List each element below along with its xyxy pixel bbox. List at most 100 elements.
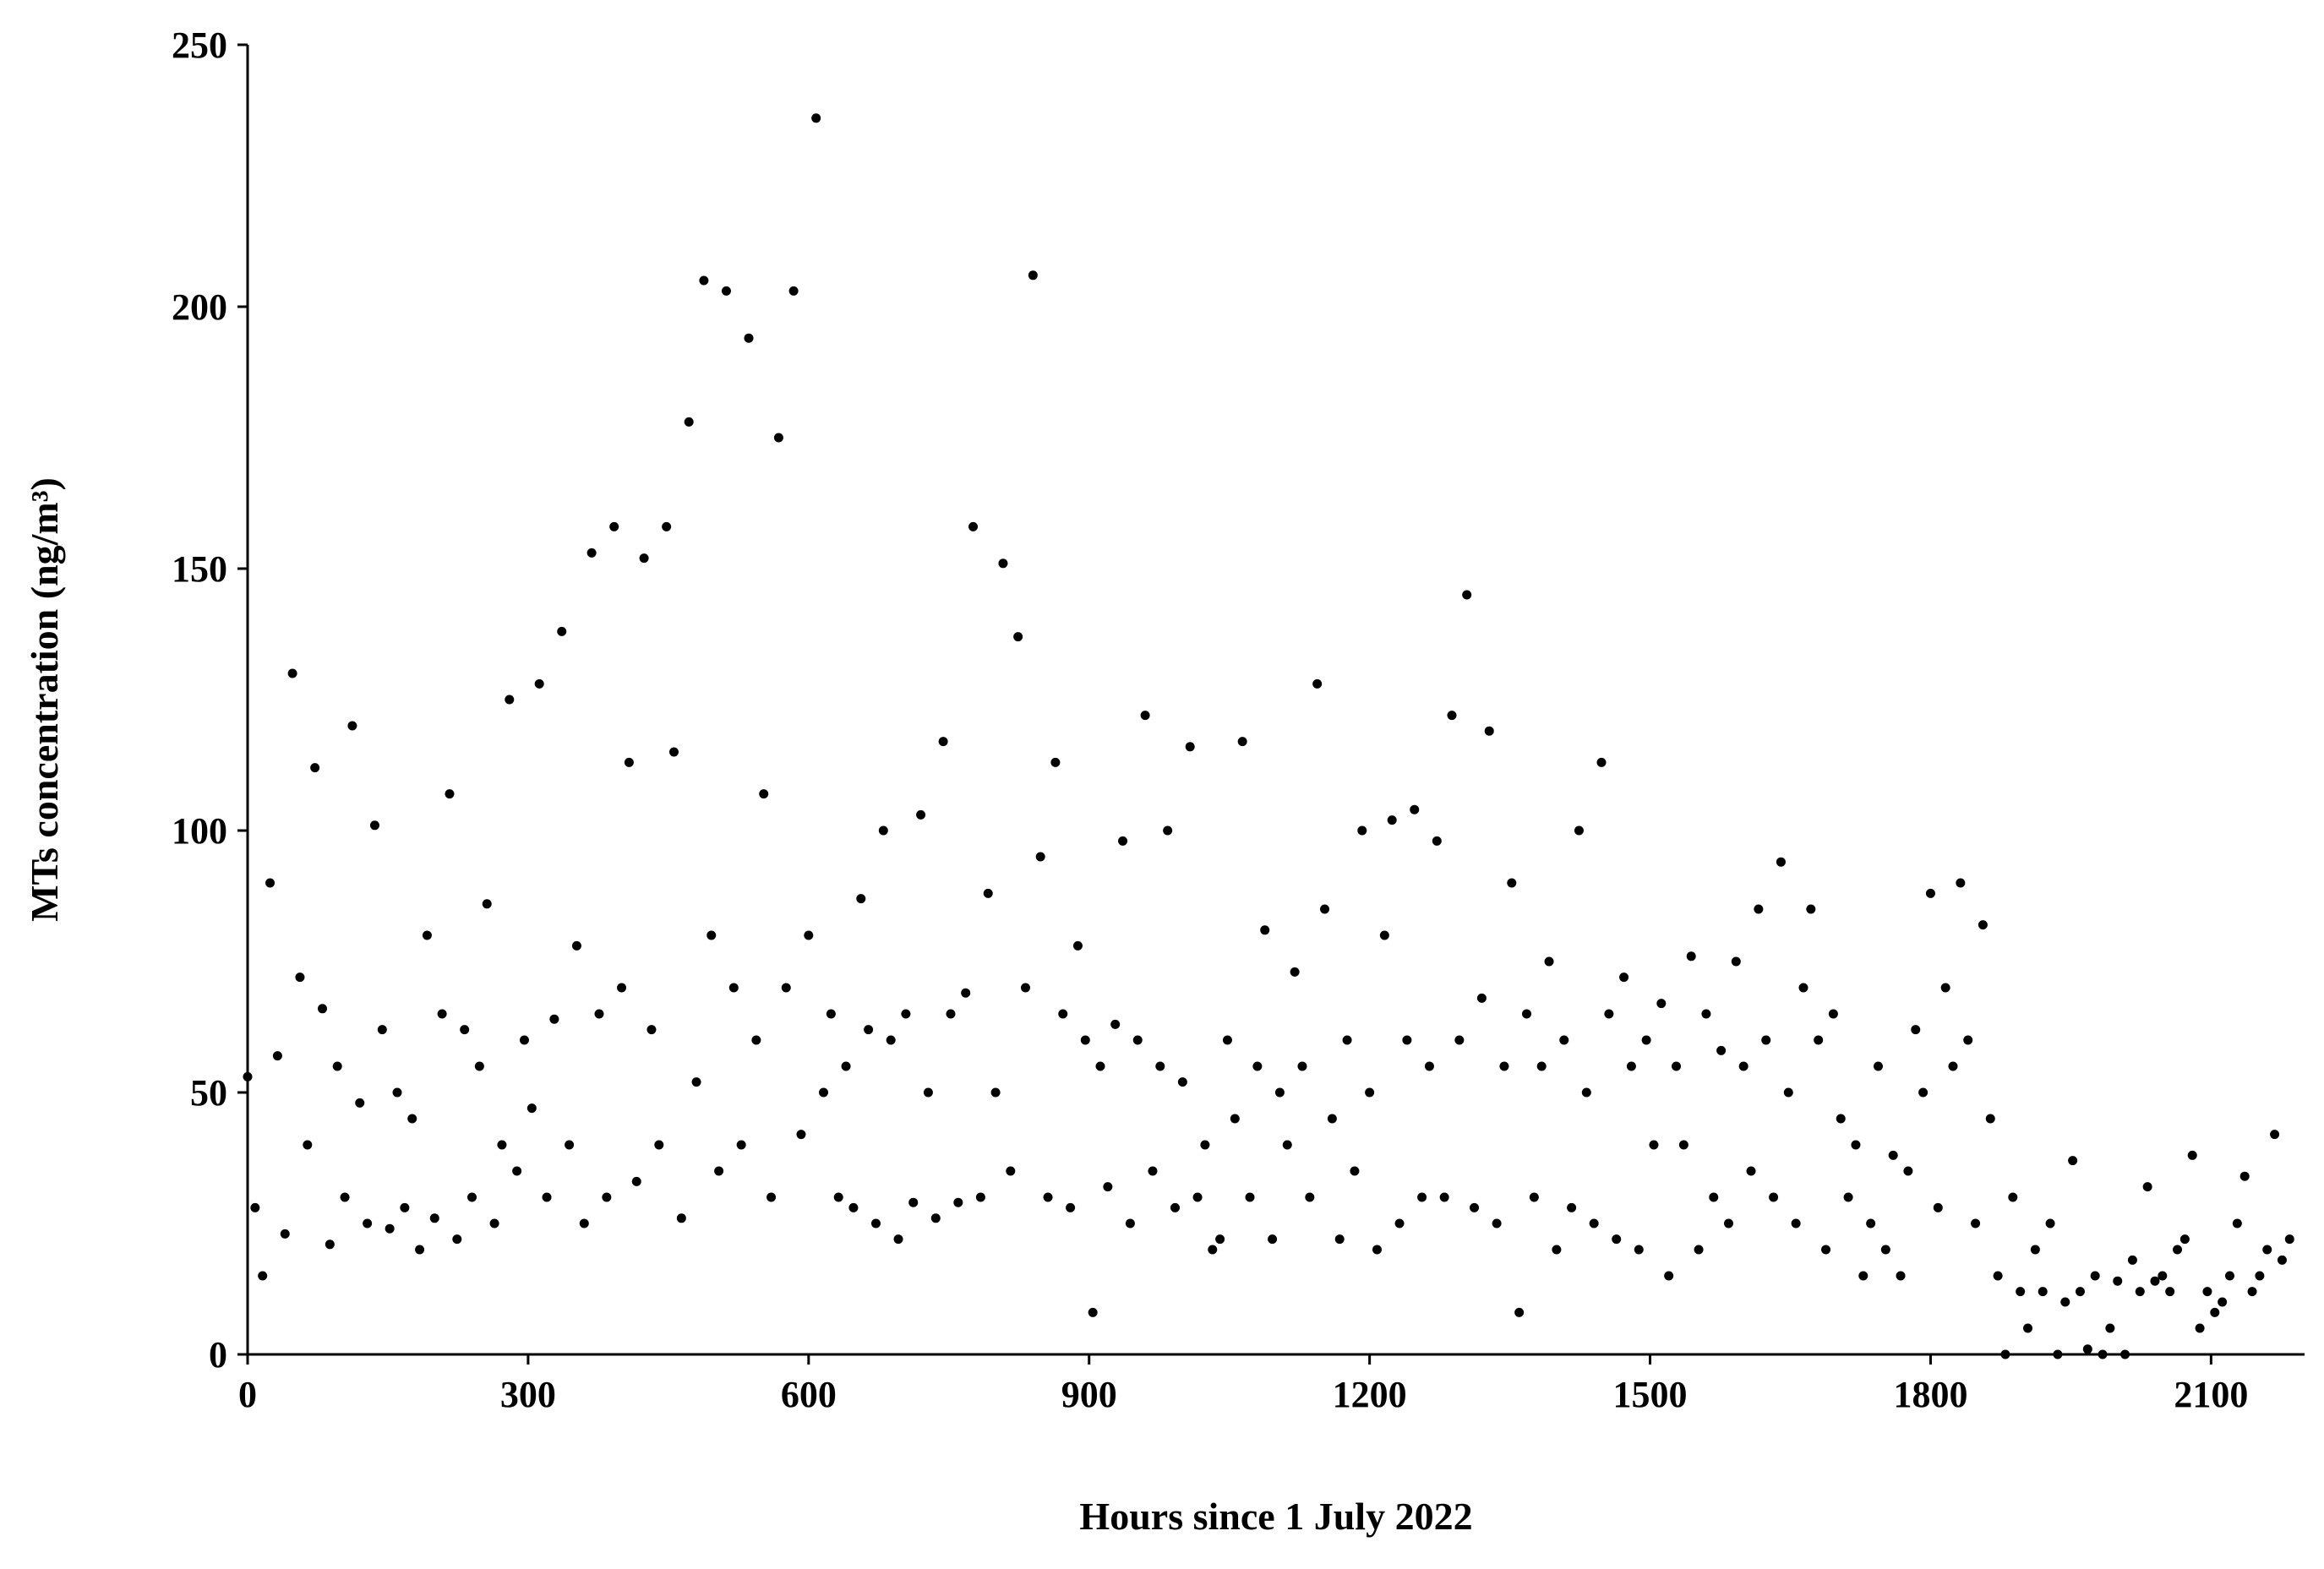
point bbox=[721, 286, 731, 296]
point bbox=[422, 930, 432, 940]
point bbox=[938, 737, 948, 747]
point bbox=[1761, 1035, 1771, 1045]
y-tick-label: 150 bbox=[172, 548, 227, 590]
point bbox=[864, 1025, 874, 1035]
point bbox=[2105, 1323, 2115, 1333]
point bbox=[1604, 1009, 1614, 1019]
point bbox=[1806, 904, 1816, 914]
point bbox=[654, 1140, 664, 1150]
point bbox=[781, 983, 791, 993]
point bbox=[1454, 1035, 1465, 1045]
point bbox=[1043, 1192, 1053, 1202]
point bbox=[2158, 1271, 2168, 1281]
point bbox=[2224, 1271, 2234, 1281]
point bbox=[1342, 1035, 1352, 1045]
x-tick-label: 900 bbox=[1061, 1374, 1117, 1415]
point bbox=[2016, 1287, 2026, 1297]
point bbox=[325, 1239, 335, 1250]
x-tick-label: 1200 bbox=[1333, 1374, 1407, 1415]
point bbox=[2045, 1218, 2055, 1229]
point bbox=[2060, 1297, 2070, 1307]
point bbox=[2179, 1234, 2190, 1245]
point bbox=[714, 1166, 724, 1176]
y-tick-label: 250 bbox=[172, 25, 227, 66]
point bbox=[2218, 1297, 2228, 1307]
point bbox=[2165, 1287, 2175, 1297]
point bbox=[2142, 1182, 2152, 1192]
point bbox=[1140, 711, 1150, 721]
point bbox=[1484, 726, 1494, 736]
point bbox=[1723, 1218, 1733, 1229]
point bbox=[2239, 1171, 2250, 1181]
point bbox=[1192, 1192, 1203, 1202]
point bbox=[1612, 1234, 1622, 1245]
point bbox=[347, 721, 357, 731]
y-tick-label: 100 bbox=[172, 810, 227, 852]
point bbox=[1320, 904, 1330, 914]
point bbox=[2023, 1323, 2033, 1333]
point bbox=[923, 1087, 933, 1098]
point bbox=[1274, 1087, 1285, 1098]
point bbox=[1963, 1035, 1973, 1045]
point bbox=[1050, 757, 1061, 767]
point bbox=[946, 1009, 956, 1019]
point bbox=[2008, 1192, 2018, 1202]
point bbox=[1649, 1140, 1659, 1150]
point bbox=[699, 275, 709, 286]
point bbox=[1492, 1218, 1502, 1229]
point bbox=[646, 1025, 657, 1035]
point bbox=[1971, 1218, 1981, 1229]
point bbox=[848, 1202, 859, 1212]
point bbox=[759, 789, 769, 799]
point bbox=[744, 333, 754, 343]
point bbox=[2120, 1349, 2130, 1359]
point bbox=[930, 1213, 941, 1223]
point bbox=[878, 825, 888, 836]
point bbox=[363, 1218, 373, 1229]
point bbox=[1177, 1077, 1187, 1087]
point bbox=[565, 1140, 575, 1150]
point bbox=[534, 678, 544, 689]
point bbox=[2262, 1245, 2272, 1255]
point bbox=[355, 1098, 365, 1108]
point bbox=[662, 521, 672, 531]
point bbox=[1880, 1245, 1890, 1255]
point bbox=[796, 1130, 806, 1140]
point bbox=[1499, 1061, 1509, 1071]
point bbox=[1956, 878, 1966, 888]
point bbox=[1993, 1271, 2003, 1281]
point bbox=[841, 1061, 851, 1071]
point bbox=[1589, 1218, 1599, 1229]
point bbox=[2232, 1218, 2242, 1229]
point bbox=[1619, 972, 1629, 983]
point bbox=[1514, 1307, 1525, 1317]
point bbox=[1918, 1087, 1928, 1098]
point bbox=[1245, 1192, 1255, 1202]
point bbox=[1357, 825, 1367, 836]
point bbox=[886, 1035, 896, 1045]
point bbox=[1132, 1035, 1143, 1045]
point bbox=[1701, 1009, 1711, 1019]
point bbox=[639, 553, 649, 564]
point bbox=[1544, 956, 1554, 967]
point bbox=[990, 1087, 1001, 1098]
point bbox=[1028, 270, 1038, 281]
point bbox=[1379, 930, 1389, 940]
point bbox=[766, 1192, 777, 1202]
point bbox=[303, 1140, 313, 1150]
point bbox=[631, 1176, 641, 1186]
point bbox=[2053, 1349, 2063, 1359]
x-tick-label: 300 bbox=[500, 1374, 556, 1415]
y-tick-label: 50 bbox=[190, 1072, 227, 1114]
point bbox=[1574, 825, 1584, 836]
point bbox=[1798, 983, 1808, 993]
point bbox=[340, 1192, 350, 1202]
point bbox=[549, 1014, 559, 1024]
x-tick-label: 1500 bbox=[1613, 1374, 1688, 1415]
point bbox=[258, 1271, 268, 1281]
point bbox=[1536, 1061, 1547, 1071]
point bbox=[1664, 1271, 1674, 1281]
point bbox=[2284, 1234, 2294, 1245]
point bbox=[2135, 1287, 2145, 1297]
point bbox=[998, 558, 1008, 569]
